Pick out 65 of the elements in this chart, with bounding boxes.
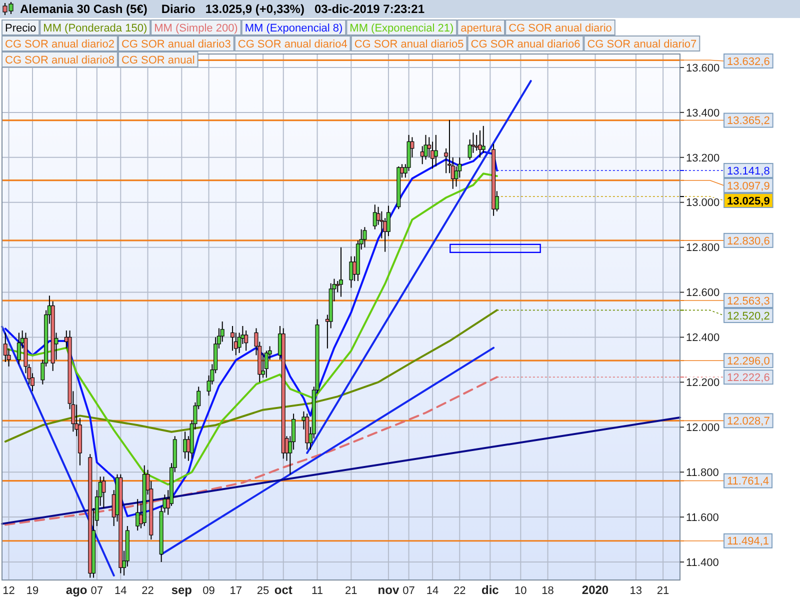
x-tick-label: nov — [378, 583, 400, 597]
x-tick-label: 17 — [230, 585, 242, 597]
data-label: 13.141,8 — [727, 165, 770, 178]
x-tick-label: 07 — [402, 585, 415, 597]
ref-line-label: 13.632,6 — [727, 56, 770, 68]
x-tick-label: 21 — [656, 585, 670, 597]
text: MM (Simple 200) — [154, 22, 238, 34]
text: CG SOR anual diario7 — [587, 38, 697, 50]
annotation: CG SOR anual — [121, 54, 195, 66]
y-tick-label: 12.600 — [686, 287, 720, 300]
text: CG SOR anual diario5 — [354, 38, 464, 50]
x-tick-label: 25 — [256, 585, 270, 597]
x-tick-label: 21 — [345, 585, 358, 597]
text: CG SOR anual diario6 — [470, 38, 580, 50]
ref-line-label: 12.028,7 — [727, 416, 770, 428]
ref-line-label: 13.097,9 — [727, 180, 770, 192]
text: CG SOR anual diario — [508, 22, 612, 34]
chart-title: Alemania 30 Cash (5€) — [20, 2, 148, 16]
ref-line-label: 12.830,6 — [727, 235, 770, 248]
text: MM (Ponderada 150) — [43, 22, 148, 34]
x-tick-label: 22 — [454, 585, 466, 597]
y-tick-label: 13.200 — [686, 152, 720, 164]
x-tick-label: 13 — [630, 585, 642, 597]
text: Precio — [5, 22, 36, 34]
y-tick-label: 12.000 — [686, 422, 720, 434]
x-tick-label: 22 — [142, 585, 154, 597]
x-tick-label: 19 — [26, 585, 39, 597]
ref-line-label: 13.365,2 — [727, 115, 770, 128]
x-tick-label: 14 — [114, 585, 127, 597]
text: MM (Exponencial 21) — [350, 22, 454, 34]
x-tick-label: sep — [171, 583, 192, 597]
y-tick-label: 12.800 — [686, 242, 720, 254]
x-tick-label: 18 — [542, 585, 554, 597]
x-tick-label: dic — [481, 583, 500, 597]
x-tick-label: 10 — [514, 585, 527, 597]
x-tick-label: 11 — [312, 585, 323, 597]
x-tick-label: 14 — [426, 585, 439, 597]
x-tick-label: 12 — [2, 585, 15, 597]
annotation: CG SOR anual diario8 — [5, 54, 114, 66]
y-tick-label: 11.400 — [686, 556, 719, 569]
x-tick-label: oct — [274, 583, 292, 597]
x-tick-label: 09 — [202, 585, 215, 597]
text: CG SOR anual diario2 — [5, 38, 114, 50]
y-tick-label: 13.400 — [686, 107, 720, 120]
x-tick-label: 2020 — [582, 583, 609, 597]
y-tick-label: 13.600 — [686, 62, 720, 74]
text: CG SOR anual diario3 — [121, 38, 231, 50]
y-tick-label: 13.000 — [686, 197, 720, 210]
text: apertura — [460, 22, 502, 34]
y-tick-label: 11.800 — [686, 466, 719, 479]
ref-line-label: 12.563,3 — [727, 295, 770, 308]
text: MM (Exponencial 8) — [244, 22, 343, 34]
ref-line-label: 11.494,1 — [727, 536, 770, 548]
y-tick-label: 12.200 — [686, 377, 720, 390]
data-label: 12.222,6 — [727, 372, 770, 384]
x-tick-label: 07 — [90, 585, 104, 597]
chart-subtitle: Diario 13.025,9 (+0,33%) 03-dic-2019 7:23:21 — [161, 2, 425, 16]
ref-line-label: 11.761,4 — [727, 476, 770, 488]
text: CG SOR anual diario4 — [238, 38, 348, 50]
y-tick-label: 11.600 — [686, 512, 719, 524]
annotation: 13.025,9 — [727, 195, 770, 208]
data-label: 12.520,2 — [727, 310, 770, 322]
y-tick-label: 12.400 — [686, 332, 720, 344]
ref-line-label: 12.296,0 — [727, 355, 770, 368]
x-tick-label: ago — [66, 583, 88, 597]
